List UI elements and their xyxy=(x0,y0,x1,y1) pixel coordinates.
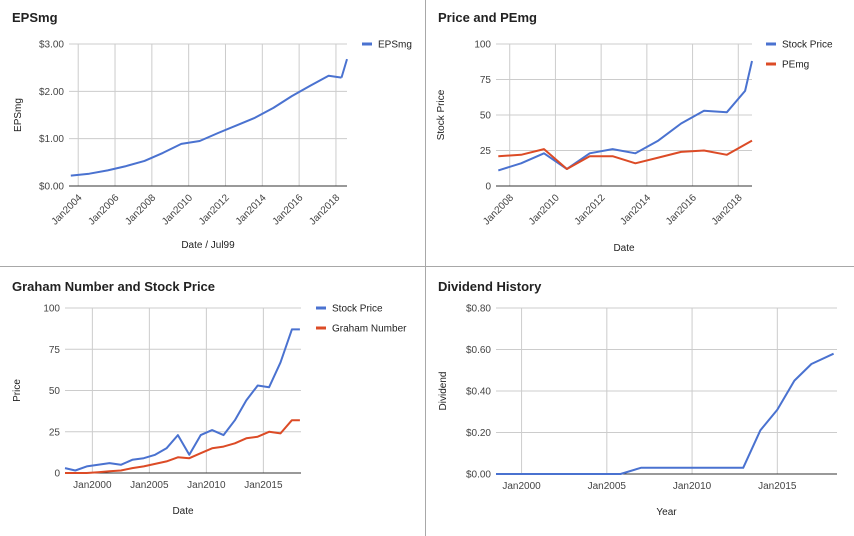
graham-chart: Graham Number and Stock Price Jan2000 Jan… xyxy=(12,279,407,517)
price-pemg-chart: Price and PEmg Jan2008 Jan2010 Jan2012 Jan2… xyxy=(436,10,833,254)
x-tick-label: Jan2010 xyxy=(160,192,195,227)
x-tick-label: Jan2010 xyxy=(673,481,712,492)
y-tick-label: $0.20 xyxy=(466,428,491,439)
horizontal-divider xyxy=(0,265,854,267)
y-tick-label: $2.00 xyxy=(39,87,64,98)
x-tick-label: Jan2005 xyxy=(588,481,627,492)
y-tick-label: $0.60 xyxy=(466,345,491,356)
y-axis-title: Dividend xyxy=(438,372,449,411)
y-axis-title: Price xyxy=(12,379,23,402)
legend-label: Stock Price xyxy=(332,304,383,315)
y-tick-label: 100 xyxy=(43,304,60,315)
legend-label: EPSmg xyxy=(378,40,412,51)
chart-title: EPSmg xyxy=(12,10,58,25)
x-tick-label: Jan2004 xyxy=(50,192,85,227)
chart-title: Graham Number and Stock Price xyxy=(12,279,215,294)
y-tick-label: $3.00 xyxy=(39,40,64,51)
y-tick-label: 50 xyxy=(480,111,492,122)
y-tick-label: 25 xyxy=(49,427,61,438)
x-tick-label: Jan2006 xyxy=(86,192,121,227)
y-axis-title: EPSmg xyxy=(13,98,24,132)
x-tick-label: Jan2016 xyxy=(664,192,699,227)
x-tick-label: Jan2010 xyxy=(527,192,562,227)
x-tick-label: Jan2014 xyxy=(618,192,653,227)
price-pemg-panel: Price and PEmg Jan2008 Jan2010 Jan2012 Jan2… xyxy=(426,0,854,266)
y-tick-label: 0 xyxy=(54,469,60,480)
x-tick-label: Jan2015 xyxy=(758,481,797,492)
dividend-chart: Dividend History Jan2000 Jan2005 Jan2010 Ja… xyxy=(438,279,837,518)
y-tick-label: 0 xyxy=(485,182,491,193)
legend-swatch xyxy=(766,62,776,66)
y-tick-label: $1.00 xyxy=(39,134,64,145)
series-line-stock-price xyxy=(64,328,300,472)
y-axis-title: Stock Price xyxy=(436,89,447,140)
series-line-pemg xyxy=(498,139,753,170)
x-tick-label: Jan2012 xyxy=(197,192,232,227)
y-tick-label: 100 xyxy=(474,40,491,51)
series-line-graham-number xyxy=(65,419,300,474)
vertical-divider xyxy=(424,0,426,536)
x-axis-title: Year xyxy=(656,507,677,518)
legend-swatch xyxy=(316,306,326,310)
x-tick-label: Jan2018 xyxy=(307,192,342,227)
x-tick-label: Jan2000 xyxy=(73,480,112,491)
legend-label: PEmg xyxy=(782,60,809,71)
y-tick-label: 75 xyxy=(49,345,61,356)
epsmg-panel: EPSmg Jan2004 Jan2006 Jan2008 Jan2010 Jan201… xyxy=(0,0,425,266)
dividend-panel: Dividend History Jan2000 Jan2005 Jan2010 Ja… xyxy=(426,267,854,536)
y-tick-label: $0.40 xyxy=(466,387,491,398)
x-tick-label: Jan2008 xyxy=(123,192,158,227)
x-tick-label: Jan2016 xyxy=(271,192,306,227)
y-tick-label: 25 xyxy=(480,146,492,157)
y-tick-label: $0.00 xyxy=(39,182,64,193)
y-tick-label: $0.80 xyxy=(466,304,491,315)
epsmg-chart: EPSmg Jan2004 Jan2006 Jan2008 Jan2010 Jan201… xyxy=(12,10,412,251)
x-tick-label: Jan2010 xyxy=(187,480,226,491)
y-tick-label: 75 xyxy=(480,75,492,86)
legend-label: Stock Price xyxy=(782,40,833,51)
legend-label: Graham Number xyxy=(332,324,407,335)
x-tick-label: Jan2000 xyxy=(502,481,541,492)
y-tick-label: $0.00 xyxy=(466,470,491,481)
y-tick-label: 50 xyxy=(49,386,61,397)
x-axis-title: Date xyxy=(613,243,635,254)
x-tick-label: Jan2015 xyxy=(244,480,283,491)
series-line-line xyxy=(340,58,348,78)
x-tick-label: Jan2008 xyxy=(481,192,516,227)
series-line-stock-price xyxy=(498,60,753,172)
legend-swatch xyxy=(766,42,776,46)
x-tick-label: Jan2014 xyxy=(234,192,269,227)
x-tick-label: Jan2018 xyxy=(710,192,745,227)
x-tick-label: Jan2012 xyxy=(573,192,608,227)
x-axis-title: Date xyxy=(172,506,194,517)
series-line-line xyxy=(496,352,835,475)
legend-swatch xyxy=(362,42,372,46)
x-axis-title: Date / Jul99 xyxy=(181,240,235,251)
chart-title: Dividend History xyxy=(438,279,542,294)
series-line-epsmg xyxy=(70,74,342,177)
legend-swatch xyxy=(316,326,326,330)
graham-panel: Graham Number and Stock Price Jan2000 Jan… xyxy=(0,267,425,536)
x-tick-label: Jan2005 xyxy=(130,480,169,491)
chart-title: Price and PEmg xyxy=(438,10,537,25)
